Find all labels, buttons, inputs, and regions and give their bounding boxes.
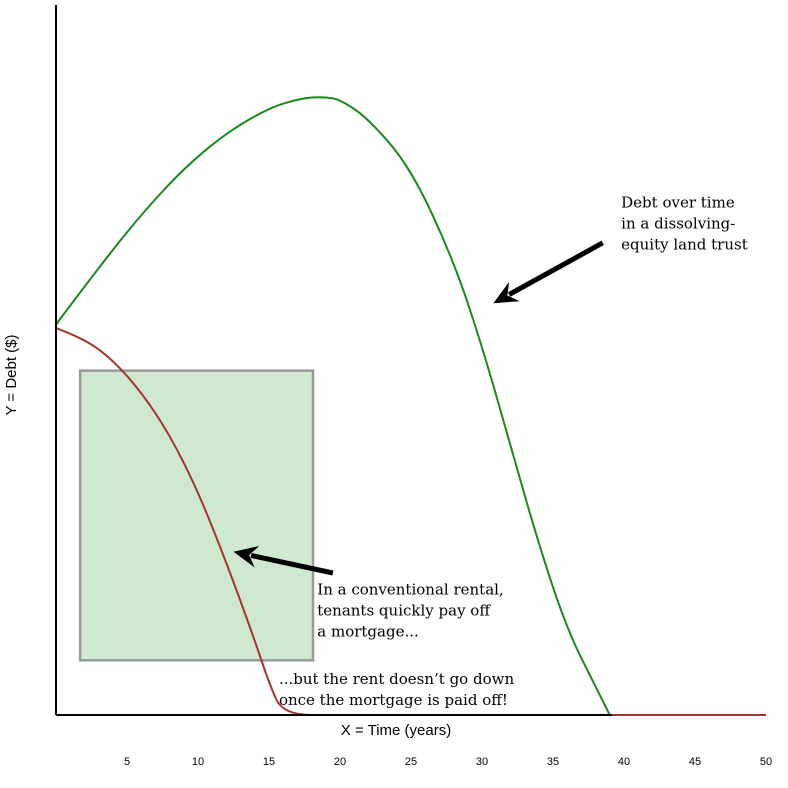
x-tick-label: 35 — [547, 756, 559, 768]
annotation-text-3: ...but the rent doesn’t go down once the … — [279, 670, 515, 709]
x-tick-label: 20 — [334, 756, 346, 768]
annotation-arrow-shaft — [250, 553, 334, 576]
annotation-arrow-shaft — [507, 240, 604, 297]
x-tick-label: 25 — [405, 756, 417, 768]
annotation-arrow-head — [233, 545, 260, 568]
x-axis-title: X = Time (years) — [341, 722, 451, 739]
annotation-arrow-head — [493, 281, 520, 304]
annotation-text-1: Debt over time in a dissolving-equity lan… — [621, 193, 748, 253]
x-tick-label: 40 — [618, 756, 630, 768]
x-tick-label: 5 — [124, 756, 130, 768]
series-line-1 — [55, 96, 611, 716]
highlight-box — [78, 369, 315, 662]
y-axis-title: Y = Debt ($) — [3, 334, 20, 415]
x-tick-label: 45 — [689, 756, 701, 768]
x-tick-label: 50 — [760, 756, 772, 768]
x-tick-label: 15 — [263, 756, 275, 768]
x-tick-label: 30 — [476, 756, 488, 768]
annotation-line: tenants quickly pay off — [317, 601, 491, 619]
annotation-line: once the mortgage is paid off! — [279, 691, 508, 709]
annotation-line: In a conventional rental, — [317, 580, 503, 598]
annotation-text-2: In a conventional rental, tenants quickly… — [317, 580, 503, 640]
x-tick-label: 10 — [192, 756, 204, 768]
annotation-line: equity land trust — [621, 235, 748, 253]
annotation-line: a mortgage... — [317, 622, 419, 640]
annotation-line: Debt over time — [621, 193, 735, 211]
annotation-line: in a dissolving- — [621, 214, 735, 232]
annotation-line: ...but the rent doesn’t go down — [279, 670, 515, 688]
